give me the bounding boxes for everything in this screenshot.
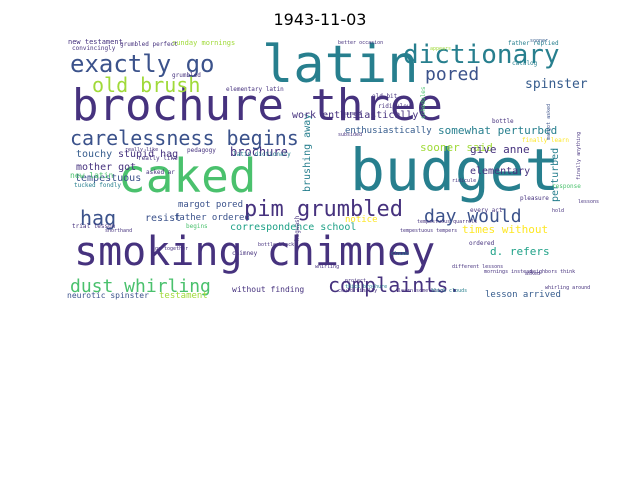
- cloud-word: every act: [470, 207, 503, 214]
- cloud-word: notice: [345, 215, 378, 225]
- cloud-word: sunday mornings: [172, 39, 235, 47]
- cloud-word: go together: [155, 246, 188, 252]
- cloud-word: ridicule: [452, 178, 476, 184]
- cloud-word: caked: [118, 149, 256, 203]
- cloud-word: tempestuous: [75, 173, 141, 184]
- cloud-word: shorthand: [105, 228, 132, 234]
- chart-title: 1943-11-03: [273, 10, 367, 29]
- cloud-word: whirling around: [545, 285, 590, 291]
- cloud-word: tempestuous tempers: [400, 228, 457, 234]
- cloud-word: subsided: [338, 132, 362, 138]
- cloud-word: brochure three: [72, 80, 443, 131]
- cloud-word: testament: [159, 291, 208, 301]
- cloud-word: budget: [350, 136, 560, 204]
- cloud-word: finally learn: [522, 137, 569, 144]
- cloud-word: ridiculous: [378, 103, 415, 110]
- cloud-word: whirling: [315, 264, 339, 270]
- cloud-word: perturbed: [550, 148, 561, 202]
- cloud-word: complaints.: [328, 273, 460, 297]
- cloud-word: without finding: [232, 285, 304, 294]
- cloud-word: spinster: [525, 77, 588, 92]
- cloud-word: sooner said: [420, 141, 493, 154]
- cloud-word: day would: [424, 206, 522, 227]
- cloud-word: could finally: [338, 288, 377, 294]
- cloud-word: pored: [425, 64, 479, 85]
- cloud-word: give anne: [470, 143, 530, 156]
- cloud-word: appears: [430, 46, 451, 52]
- cloud-word: dictionary: [403, 40, 560, 70]
- cloud-word: learned: [340, 111, 361, 117]
- cloud-word: latin dictionary: [233, 151, 291, 158]
- cloud-word: brushing away: [302, 114, 313, 192]
- cloud-word: brochure: [230, 145, 288, 159]
- cloud-word: pleasure: [520, 195, 549, 202]
- cloud-word: really like: [138, 155, 178, 162]
- cloud-word: margot asked: [546, 104, 552, 140]
- cloud-word: mornings instead: [484, 269, 532, 275]
- cloud-word: elementary latin: [226, 86, 284, 93]
- cloud-word: hag: [80, 206, 116, 230]
- cloud-word: father replied: [508, 40, 559, 47]
- cloud-word: better occasion: [338, 40, 383, 46]
- cloud-word: old bit: [372, 93, 398, 100]
- cloud-word: ordered: [469, 240, 495, 247]
- cloud-word: response: [552, 183, 581, 190]
- cloud-word: thick clouds: [431, 288, 467, 294]
- cloud-word: father ordered: [174, 213, 250, 223]
- cloud-word: asked ar: [146, 169, 175, 176]
- cloud-word: schedules: [420, 86, 427, 119]
- cloud-word: mother got: [76, 162, 136, 173]
- cloud-word: bottle: [492, 118, 514, 125]
- cloud-word: sooner: [530, 38, 548, 44]
- cloud-word: enthusiastically: [345, 126, 432, 136]
- cloud-word: work enthusiastically: [292, 110, 418, 121]
- cloud-word: trial lesson: [72, 223, 116, 230]
- cloud-word: asked: [525, 271, 540, 277]
- cloud-word: new testament: [68, 38, 123, 46]
- cloud-word: correspondence school: [230, 222, 356, 233]
- cloud-word: project: [345, 278, 366, 284]
- cloud-word: latin: [262, 35, 419, 95]
- cloud-word: catalog: [512, 60, 538, 67]
- cloud-word: old brush: [92, 73, 200, 97]
- cloud-word: stupid hag: [118, 149, 178, 160]
- cloud-word: new latin: [70, 171, 114, 180]
- cloud-word: dust whirling: [70, 276, 211, 297]
- cloud-word: chimney: [232, 250, 258, 257]
- cloud-word: clouds: [391, 251, 409, 257]
- cloud-word: bottle black: [258, 242, 294, 248]
- cloud-word: pim grumbled: [244, 197, 403, 222]
- cloud-word: grumbled: [172, 72, 201, 79]
- cloud-word: neurotic spinster: [67, 291, 149, 300]
- cloud-word: tempestuous quarrels: [417, 219, 477, 225]
- cloud-word: finally anything: [576, 132, 582, 180]
- cloud-word: smoking chimney: [74, 229, 435, 275]
- cloud-word: times without: [462, 223, 548, 236]
- cloud-word: somewhat perturbed: [438, 124, 557, 137]
- cloud-word: thick brochure: [345, 284, 387, 290]
- cloud-word: exactly go: [70, 50, 215, 78]
- cloud-word: margot pored: [178, 200, 243, 210]
- cloud-word: neighbors think: [530, 269, 575, 275]
- cloud-word: carelessness begins: [70, 126, 299, 150]
- cloud-word: pedagogy: [187, 147, 216, 154]
- cloud-word: begins: [186, 223, 208, 230]
- cloud-word: touchy: [76, 149, 112, 160]
- cloud-word: really like: [125, 147, 158, 153]
- cloud-word: learn something: [398, 288, 443, 294]
- cloud-word: hold: [552, 208, 564, 214]
- cloud-word: d. refers: [490, 245, 550, 258]
- cloud-word: resist: [145, 213, 181, 224]
- cloud-word: elementary: [470, 166, 530, 177]
- cloud-word: convincingly: [72, 45, 116, 52]
- cloud-word: grumbled perfect: [120, 41, 178, 48]
- cloud-word: tucked fondly: [74, 182, 121, 189]
- cloud-word: lesson arrived: [485, 290, 561, 300]
- cloud-word: hogwash: [294, 215, 301, 241]
- cloud-word: different lessons: [452, 264, 503, 270]
- cloud-word: lessons: [578, 199, 599, 205]
